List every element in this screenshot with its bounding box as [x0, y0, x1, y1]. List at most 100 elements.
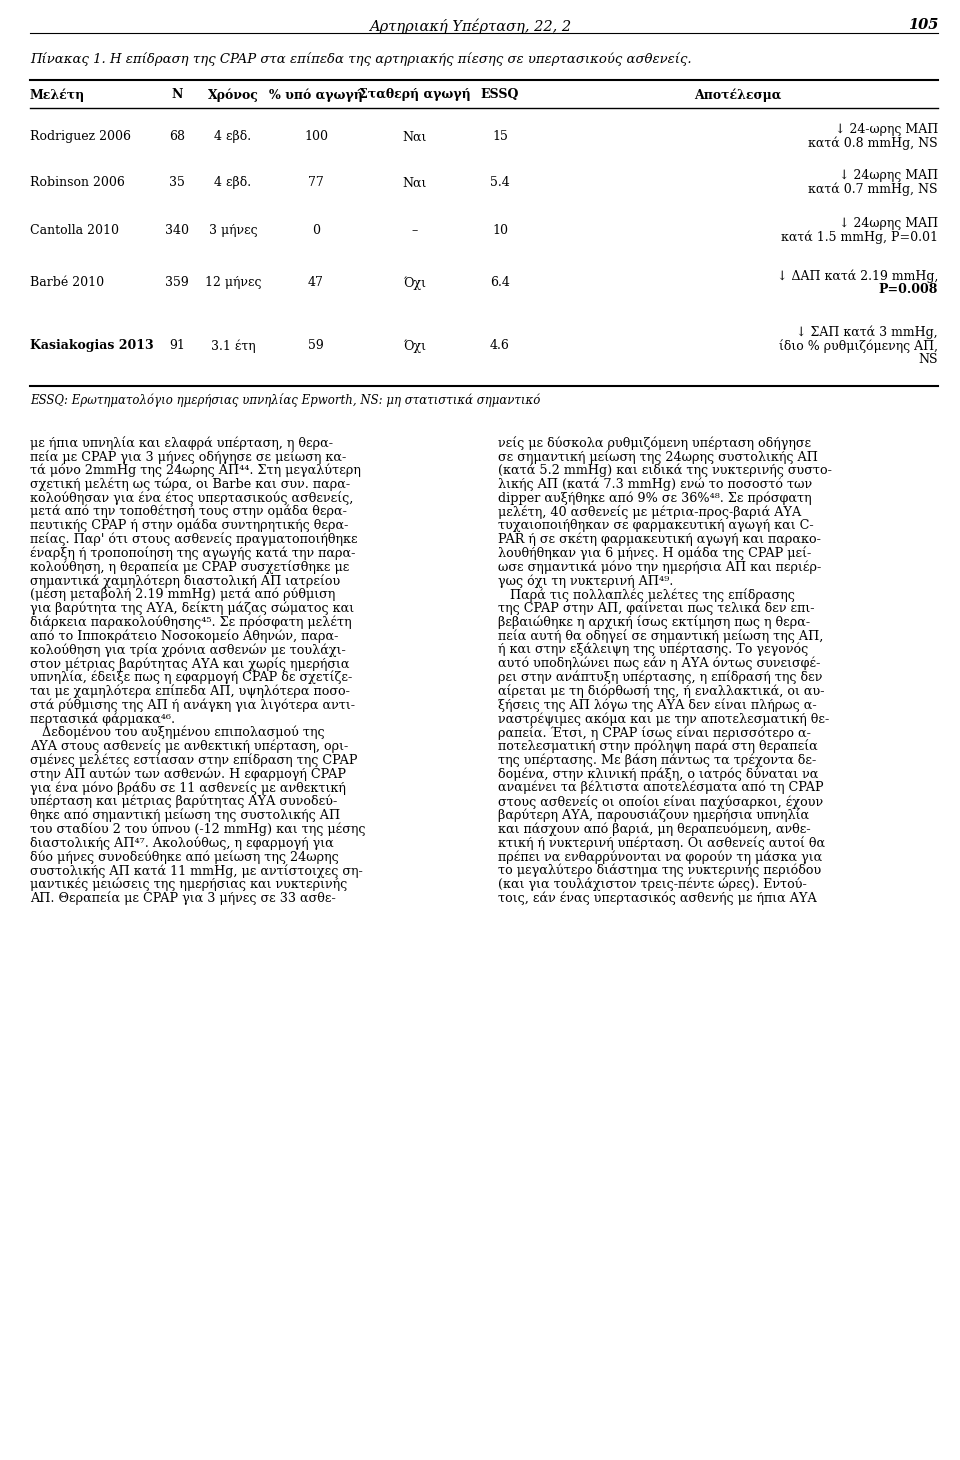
Text: δομένα, στην κλινική πράξη, ο ιατρός δύναται να: δομένα, στην κλινική πράξη, ο ιατρός δύν… [498, 766, 818, 781]
Text: κολούθηση, η θεραπεία με CPAP συσχετίσθηκε με: κολούθηση, η θεραπεία με CPAP συσχετίσθη… [30, 561, 349, 574]
Text: βαρύτερη ΑΥΑ, παρουσιάζουν ημερήσια υπνηλία: βαρύτερη ΑΥΑ, παρουσιάζουν ημερήσια υπνη… [498, 809, 809, 822]
Text: στον μέτριας βαρύτητας ΑΥΑ και χωρίς ημερήσια: στον μέτριας βαρύτητας ΑΥΑ και χωρίς ημε… [30, 657, 349, 670]
Text: διαστολικής ΑΠ⁴⁷. Ακολούθως, η εφαρμογή για: διαστολικής ΑΠ⁴⁷. Ακολούθως, η εφαρμογή … [30, 837, 334, 850]
Text: πεία αυτή θα οδηγεί σε σημαντική μείωση της ΑΠ,: πεία αυτή θα οδηγεί σε σημαντική μείωση … [498, 629, 824, 642]
Text: ↓ 24-ωρης ΜΑΠ: ↓ 24-ωρης ΜΑΠ [835, 124, 938, 136]
Text: 91: 91 [169, 339, 185, 352]
Text: σε σημαντική μείωση της 24ωρης συστολικής ΑΠ: σε σημαντική μείωση της 24ωρης συστολική… [498, 450, 818, 464]
Text: Παρά τις πολλαπλές μελέτες της επίδρασης: Παρά τις πολλαπλές μελέτες της επίδρασης [498, 588, 795, 602]
Text: βεβαιώθηκε η αρχική ίσως εκτίμηση πως η θερα-: βεβαιώθηκε η αρχική ίσως εκτίμηση πως η … [498, 616, 810, 629]
Text: θηκε από σημαντική μείωση της συστολικής ΑΠ: θηκε από σημαντική μείωση της συστολικής… [30, 809, 340, 822]
Text: ναστρέψιμες ακόμα και με την αποτελεσματική θε-: ναστρέψιμες ακόμα και με την αποτελεσματ… [498, 712, 829, 726]
Text: πεία με CPAP για 3 μήνες οδήγησε σε μείωση κα-: πεία με CPAP για 3 μήνες οδήγησε σε μείω… [30, 450, 347, 464]
Text: Όχι: Όχι [403, 339, 426, 353]
Text: λικής ΑΠ (κατά 7.3 mmHg) ενώ το ποσοστό των: λικής ΑΠ (κατά 7.3 mmHg) ενώ το ποσοστό … [498, 477, 812, 491]
Text: 6.4: 6.4 [490, 276, 510, 289]
Text: 340: 340 [165, 225, 189, 237]
Text: πείας. Παρ' ότι στους ασθενείς πραγματοποιήθηκε: πείας. Παρ' ότι στους ασθενείς πραγματοπ… [30, 533, 358, 546]
Text: από το Ιπποκράτειο Νοσοκομείο Αθηνών, παρα-: από το Ιπποκράτειο Νοσοκομείο Αθηνών, πα… [30, 629, 338, 642]
Text: 100: 100 [304, 130, 328, 143]
Text: στην ΑΠ αυτών των ασθενών. Η εφαρμογή CPAP: στην ΑΠ αυτών των ασθενών. Η εφαρμογή CP… [30, 766, 346, 781]
Text: κολούθησαν για ένα έτος υπερτασικούς ασθενείς,: κολούθησαν για ένα έτος υπερτασικούς ασθ… [30, 491, 353, 505]
Text: της CPAP στην ΑΠ, φαίνεται πως τελικά δεν επι-: της CPAP στην ΑΠ, φαίνεται πως τελικά δε… [498, 602, 814, 615]
Text: ESSQ: ESSQ [481, 88, 519, 101]
Text: και πάσχουν από βαριά, μη θεραπευόμενη, ανθε-: και πάσχουν από βαριά, μη θεραπευόμενη, … [498, 822, 810, 837]
Text: δύο μήνες συνοδεύθηκε από μείωση της 24ωρης: δύο μήνες συνοδεύθηκε από μείωση της 24ω… [30, 850, 339, 864]
Text: ραπεία. Έτσι, η CPAP ίσως είναι περισσότερο α-: ραπεία. Έτσι, η CPAP ίσως είναι περισσότ… [498, 726, 811, 740]
Text: για βαρύτητα της ΑΥΑ, δείκτη μάζας σώματος και: για βαρύτητα της ΑΥΑ, δείκτη μάζας σώματ… [30, 602, 354, 615]
Text: κατά 1.5 mmHg, P=0.01: κατά 1.5 mmHg, P=0.01 [781, 231, 938, 244]
Text: νείς με δύσκολα ρυθμιζόμενη υπέρταση οδήγησε: νείς με δύσκολα ρυθμιζόμενη υπέρταση οδή… [498, 437, 811, 450]
Text: (και για τουλάχιστον τρεις-πέντε ώρες). Εντού-: (και για τουλάχιστον τρεις-πέντε ώρες). … [498, 877, 806, 891]
Text: 47: 47 [308, 276, 324, 289]
Text: 35: 35 [169, 177, 185, 190]
Text: αναμένει τα βέλτιστα αποτελέσματα από τη CPAP: αναμένει τα βέλτιστα αποτελέσματα από τη… [498, 781, 824, 794]
Text: αυτό υποδηλώνει πως εάν η ΑΥΑ όντως συνεισφέ-: αυτό υποδηλώνει πως εάν η ΑΥΑ όντως συνε… [498, 657, 821, 670]
Text: αίρεται με τη διόρθωσή της, ή εναλλακτικά, οι αυ-: αίρεται με τη διόρθωσή της, ή εναλλακτικ… [498, 685, 825, 698]
Text: ξήσεις της ΑΠ λόγω της ΑΥΑ δεν είναι πλήρως α-: ξήσεις της ΑΠ λόγω της ΑΥΑ δεν είναι πλή… [498, 698, 817, 712]
Text: ↓ ΔΑΠ κατά 2.19 mmHg,: ↓ ΔΑΠ κατά 2.19 mmHg, [777, 270, 938, 283]
Text: κολούθηση για τρία χρόνια ασθενών με τουλάχι-: κολούθηση για τρία χρόνια ασθενών με του… [30, 642, 346, 657]
Text: κτική ή νυκτερινή υπέρταση. Οι ασθενείς αυτοί θα: κτική ή νυκτερινή υπέρταση. Οι ασθενείς … [498, 837, 826, 850]
Text: πευτικής CPAP ή στην ομάδα συντηρητικής θερα-: πευτικής CPAP ή στην ομάδα συντηρητικής … [30, 518, 348, 533]
Text: Δεδομένου του αυξημένου επιπολασμού της: Δεδομένου του αυξημένου επιπολασμού της [30, 726, 324, 739]
Text: μαντικές μειώσεις της ημερήσιας και νυκτερινής: μαντικές μειώσεις της ημερήσιας και νυκτ… [30, 877, 348, 891]
Text: Αρτηριακή Υπέρταση, 22, 2: Αρτηριακή Υπέρταση, 22, 2 [369, 18, 571, 34]
Text: μετά από την τοποθέτησή τους στην ομάδα θερα-: μετά από την τοποθέτησή τους στην ομάδα … [30, 505, 347, 518]
Text: 5.4: 5.4 [491, 177, 510, 190]
Text: Robinson 2006: Robinson 2006 [30, 177, 125, 190]
Text: 59: 59 [308, 339, 324, 352]
Text: μελέτη, 40 ασθενείς με μέτρια-προς-βαριά ΑΥΑ: μελέτη, 40 ασθενείς με μέτρια-προς-βαριά… [498, 505, 802, 518]
Text: ↓ ΣΑΠ κατά 3 mmHg,: ↓ ΣΑΠ κατά 3 mmHg, [797, 326, 938, 339]
Text: τά μόνο 2mmHg της 24ωρης ΑΠ⁴⁴. Στη μεγαλύτερη: τά μόνο 2mmHg της 24ωρης ΑΠ⁴⁴. Στη μεγαλ… [30, 464, 361, 477]
Text: 359: 359 [165, 276, 189, 289]
Text: του σταδίου 2 του ύπνου (-12 mmHg) και της μέσης: του σταδίου 2 του ύπνου (-12 mmHg) και τ… [30, 822, 366, 837]
Text: ρει στην ανάπτυξη υπέρτασης, η επίδρασή της δεν: ρει στην ανάπτυξη υπέρτασης, η επίδρασή … [498, 670, 823, 685]
Text: σχετική μελέτη ως τώρα, οι Barbe και συν. παρα-: σχετική μελέτη ως τώρα, οι Barbe και συν… [30, 477, 350, 491]
Text: με ήπια υπνηλία και ελαφρά υπέρταση, η θερα-: με ήπια υπνηλία και ελαφρά υπέρταση, η θ… [30, 437, 333, 450]
Text: διάρκεια παρακολούθησης⁴⁵. Σε πρόσφατη μελέτη: διάρκεια παρακολούθησης⁴⁵. Σε πρόσφατη μ… [30, 616, 351, 629]
Text: P=0.008: P=0.008 [878, 283, 938, 296]
Text: Πίνακας 1. Η επίδραση της CPAP στα επίπεδα της αρτηριακής πίεσης σε υπερτασικούς: Πίνακας 1. Η επίδραση της CPAP στα επίπε… [30, 53, 691, 66]
Text: το μεγαλύτερο διάστημα της νυκτερινής περιόδου: το μεγαλύτερο διάστημα της νυκτερινής πε… [498, 864, 821, 877]
Text: ται με χαμηλότερα επίπεδα ΑΠ, υψηλότερα ποσο-: ται με χαμηλότερα επίπεδα ΑΠ, υψηλότερα … [30, 685, 349, 698]
Text: σμένες μελέτες εστίασαν στην επίδραση της CPAP: σμένες μελέτες εστίασαν στην επίδραση τη… [30, 753, 357, 766]
Text: 15: 15 [492, 130, 508, 143]
Text: 0: 0 [312, 225, 320, 237]
Text: 3 μήνες: 3 μήνες [208, 225, 257, 237]
Text: Αποτέλεσμα: Αποτέλεσμα [694, 88, 781, 102]
Text: (κατά 5.2 mmHg) και ειδικά της νυκτερινής συστο-: (κατά 5.2 mmHg) και ειδικά της νυκτερινή… [498, 464, 832, 477]
Text: ESSQ: Ερωτηματολόγιο ημερήσιας υπνηλίας Epworth, NS: μη στατιστικά σημαντικό: ESSQ: Ερωτηματολόγιο ημερήσιας υπνηλίας … [30, 393, 540, 407]
Text: Σταθερή αγωγή: Σταθερή αγωγή [359, 88, 470, 101]
Text: Cantolla 2010: Cantolla 2010 [30, 225, 119, 237]
Text: κατά 0.8 mmHg, NS: κατά 0.8 mmHg, NS [808, 137, 938, 150]
Text: υπέρταση και μέτριας βαρύτητας ΑΥΑ συνοδεύ-: υπέρταση και μέτριας βαρύτητας ΑΥΑ συνοδ… [30, 794, 337, 809]
Text: NS: NS [919, 353, 938, 366]
Text: 12 μήνες: 12 μήνες [204, 276, 261, 289]
Text: υπνηλία, έδειξε πως η εφαρμογή CPAP δε σχετίζε-: υπνηλία, έδειξε πως η εφαρμογή CPAP δε σ… [30, 670, 352, 685]
Text: σημαντικά χαμηλότερη διαστολική ΑΠ ιατρείου: σημαντικά χαμηλότερη διαστολική ΑΠ ιατρε… [30, 574, 340, 588]
Text: 3.1 έτη: 3.1 έτη [210, 339, 255, 353]
Text: ή και στην εξάλειψη της υπέρτασης. Το γεγονός: ή και στην εξάλειψη της υπέρτασης. Το γε… [498, 642, 808, 657]
Text: 4 εβδ.: 4 εβδ. [214, 177, 252, 190]
Text: –: – [412, 225, 419, 237]
Text: % υπό αγωγή: % υπό αγωγή [269, 88, 363, 102]
Text: ↓ 24ωρης ΜΑΠ: ↓ 24ωρης ΜΑΠ [839, 169, 938, 182]
Text: Ναι: Ναι [403, 130, 427, 143]
Text: 4 εβδ.: 4 εβδ. [214, 130, 252, 143]
Text: 77: 77 [308, 177, 324, 190]
Text: κατά 0.7 mmHg, NS: κατά 0.7 mmHg, NS [808, 182, 938, 197]
Text: της υπέρτασης. Με βάση πάντως τα τρέχοντα δε-: της υπέρτασης. Με βάση πάντως τα τρέχοντ… [498, 753, 816, 766]
Text: Μελέτη: Μελέτη [30, 88, 85, 102]
Text: PAR ή σε σκέτη φαρμακευτική αγωγή και παρακο-: PAR ή σε σκέτη φαρμακευτική αγωγή και πα… [498, 533, 821, 546]
Text: 68: 68 [169, 130, 185, 143]
Text: Barbé 2010: Barbé 2010 [30, 276, 104, 289]
Text: περτασικά φάρμακα⁴⁶.: περτασικά φάρμακα⁴⁶. [30, 712, 175, 726]
Text: 105: 105 [907, 18, 938, 32]
Text: ΑΠ. Θεραπεία με CPAP για 3 μήνες σε 33 ασθε-: ΑΠ. Θεραπεία με CPAP για 3 μήνες σε 33 α… [30, 892, 336, 905]
Text: πρέπει να ενθαρρύνονται να φορούν τη μάσκα για: πρέπει να ενθαρρύνονται να φορούν τη μάσ… [498, 850, 823, 863]
Text: Ν: Ν [171, 88, 182, 101]
Text: 10: 10 [492, 225, 508, 237]
Text: Όχι: Όχι [403, 276, 426, 289]
Text: ↓ 24ωρης ΜΑΠ: ↓ 24ωρης ΜΑΠ [839, 218, 938, 231]
